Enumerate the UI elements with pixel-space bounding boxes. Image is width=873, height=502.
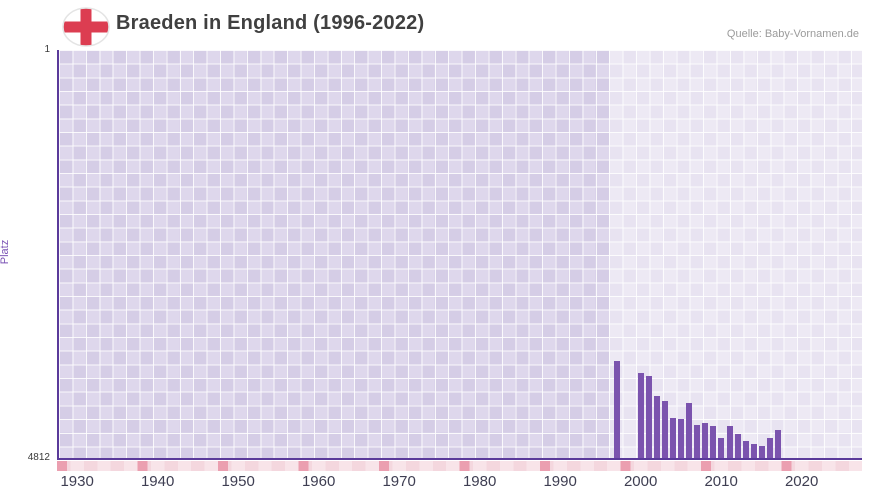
bars-layer: [59, 50, 862, 458]
rank-bar: [614, 361, 621, 458]
page-title: Braeden in England (1996-2022): [116, 12, 425, 34]
y-axis-title: Platz: [0, 239, 12, 265]
rank-bar: [710, 425, 717, 458]
baseline-strip: [57, 461, 862, 471]
rank-bar: [734, 434, 741, 458]
chart-header: Braeden in England (1996-2022) Quelle: B…: [0, 0, 873, 50]
x-tick-label: 1950: [221, 473, 255, 490]
rank-bar: [702, 423, 709, 458]
x-tick-label: 1970: [382, 473, 416, 490]
rank-bar: [678, 418, 685, 458]
rank-bar: [742, 440, 749, 458]
y-tick-top: 1: [44, 44, 50, 55]
rank-bar: [662, 401, 669, 458]
rank-bar: [646, 375, 653, 458]
x-tick-label: 1940: [140, 473, 175, 490]
y-tick-bottom: 4812: [27, 452, 50, 463]
x-tick-label: 2010: [704, 473, 738, 490]
rank-bar: [654, 396, 661, 458]
rank-bar: [694, 425, 701, 458]
rank-bar: [726, 426, 733, 458]
rank-bar: [758, 445, 765, 458]
england-flag-icon: [62, 7, 110, 47]
rank-bar: [638, 373, 645, 458]
x-tick-label: 1930: [60, 473, 94, 490]
rank-bar: [766, 437, 773, 458]
x-tick-label: 1990: [543, 473, 577, 490]
x-tick-label: 2020: [784, 473, 819, 490]
rank-bar: [670, 418, 677, 458]
x-tick-label: 1980: [462, 473, 497, 490]
rank-bar: [718, 437, 725, 458]
rank-bar: [750, 444, 757, 458]
source-attribution: Quelle: Baby-Vornamen.de: [726, 28, 859, 40]
england-flag-svg: [62, 7, 110, 47]
rank-bar: [774, 430, 781, 458]
x-tick-label: 1960: [301, 473, 336, 490]
plot-area: [57, 50, 862, 460]
rank-bar: [686, 403, 693, 458]
x-axis-labels: 1930 1940 1950 1960 1970 1980 1990 2000 2010 2020: [57, 471, 862, 495]
x-tick-label: 2000: [623, 473, 658, 490]
